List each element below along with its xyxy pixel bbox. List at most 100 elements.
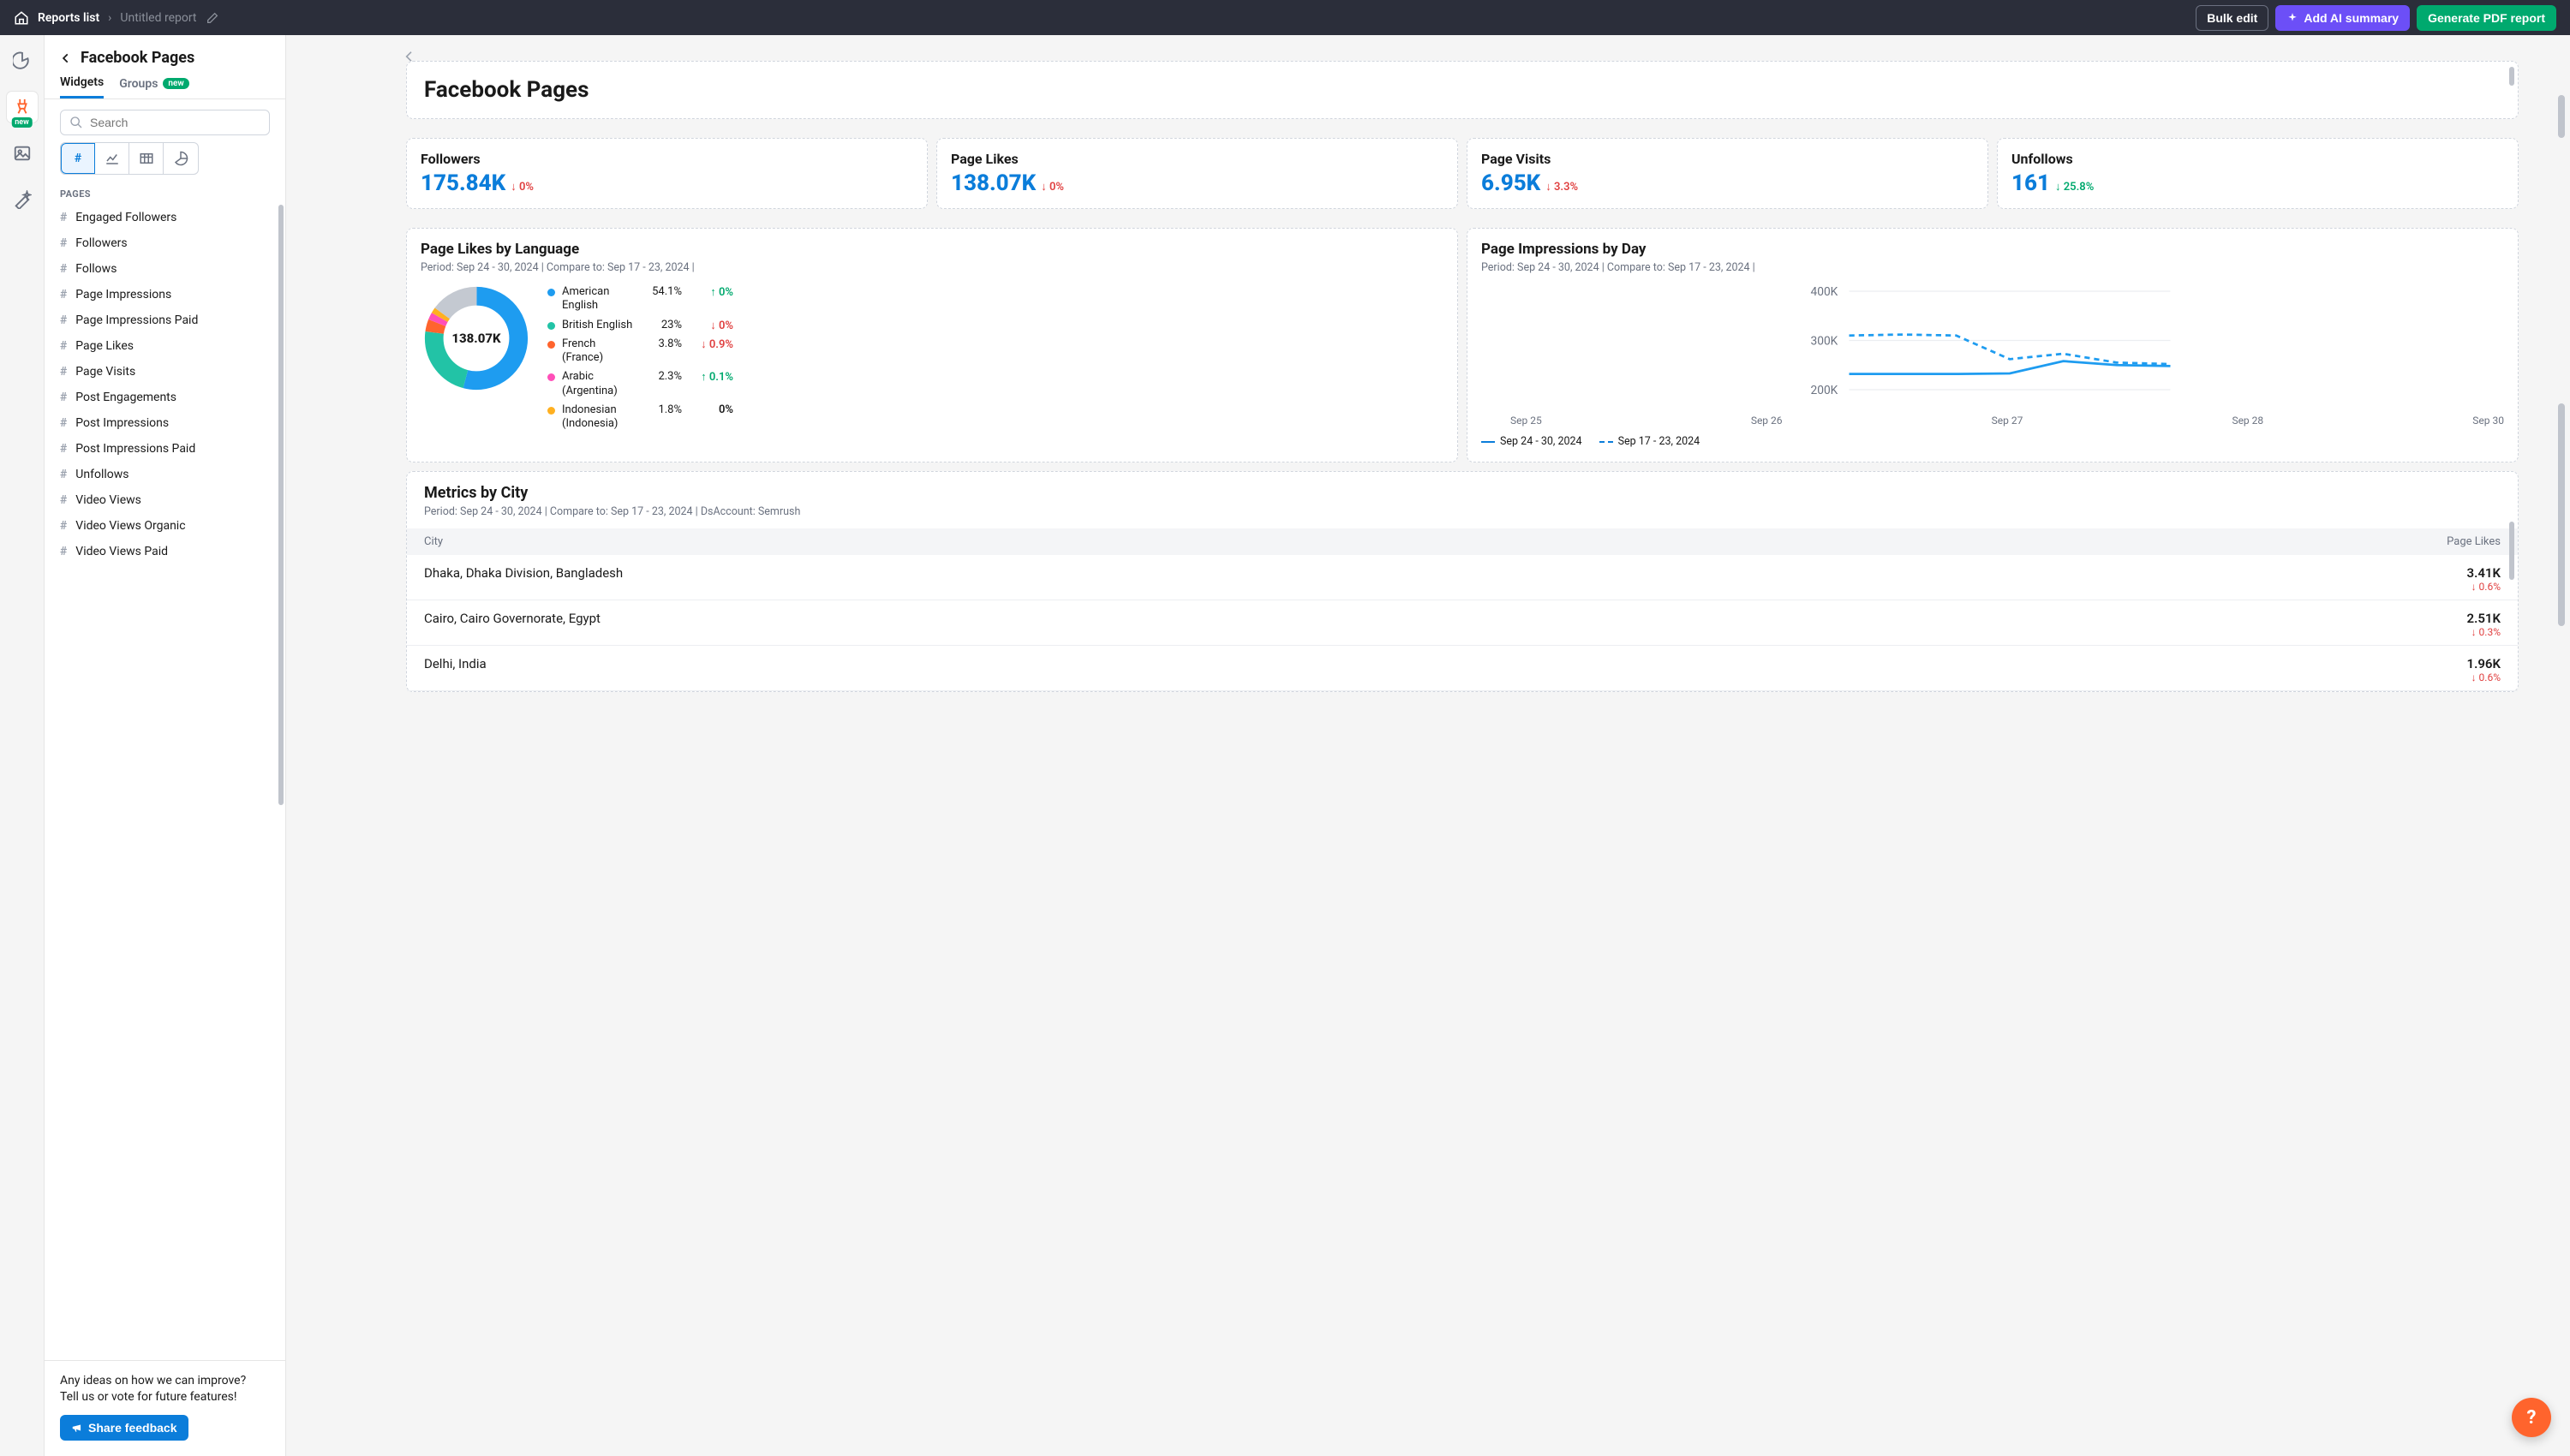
widget-label: Page Impressions Paid	[75, 313, 198, 327]
home-icon[interactable]	[14, 10, 29, 26]
canvas-scrollbar-top[interactable]	[2558, 95, 2565, 198]
widget-label: Video Views Organic	[75, 519, 185, 533]
kpi-delta: ↓ 0%	[1041, 181, 1064, 194]
cell-city: Dhaka, Dhaka Division, Bangladesh	[424, 565, 2398, 581]
hash-icon: #	[60, 339, 67, 353]
table-row[interactable]: Cairo, Cairo Governorate, Egypt2.51K↓ 0.…	[407, 600, 2518, 646]
title-card-scrollbar[interactable]	[2509, 67, 2514, 113]
line-card[interactable]: Page Impressions by Day Period: Sep 24 -…	[1467, 228, 2519, 462]
reports-list-link[interactable]: Reports list	[38, 11, 99, 25]
filter-number-icon[interactable]: #	[61, 143, 95, 174]
hash-icon: #	[60, 468, 67, 481]
widget-label: Followers	[75, 236, 127, 250]
add-ai-summary-button[interactable]: Add AI summary	[2275, 5, 2410, 31]
edit-icon[interactable]	[206, 11, 219, 25]
widget-item[interactable]: #Page Likes	[50, 333, 280, 359]
rail-images-icon[interactable]	[7, 138, 38, 169]
bulk-edit-button[interactable]: Bulk edit	[2196, 5, 2268, 31]
filter-line-chart-icon[interactable]	[95, 143, 129, 174]
legend-pct: 23%	[642, 319, 682, 331]
donut-card[interactable]: Page Likes by Language Period: Sep 24 - …	[406, 228, 1458, 462]
report-name[interactable]: Untitled report	[120, 11, 196, 25]
kpi-delta: ↓ 25.8%	[2055, 181, 2094, 194]
legend-name: British English	[562, 319, 636, 332]
line-title: Page Impressions by Day	[1481, 241, 2504, 258]
legend-delta: ↓ 0%	[689, 319, 733, 332]
legend-delta: 0%	[689, 403, 733, 416]
search-input-wrap[interactable]	[60, 110, 270, 135]
col-page-likes: Page Likes	[2398, 535, 2501, 548]
widget-item[interactable]: #Page Visits	[50, 359, 280, 385]
col-city: City	[424, 535, 2398, 548]
table-scrollbar[interactable]	[2509, 522, 2514, 684]
widget-item[interactable]: #Video Views Organic	[50, 513, 280, 539]
legend-name: Indonesian (Indonesia)	[562, 403, 636, 432]
kpi-card[interactable]: Unfollows161↓ 25.8%	[1997, 138, 2519, 209]
cell-delta: ↓ 0.6%	[2398, 581, 2501, 593]
ai-summary-label: Add AI summary	[2304, 11, 2399, 25]
share-feedback-label: Share feedback	[88, 1421, 177, 1435]
legend-pct: 3.8%	[642, 337, 682, 350]
kpi-card[interactable]: Followers175.84K↓ 0%	[406, 138, 928, 209]
tab-groups-label: Groups	[119, 77, 158, 91]
share-feedback-button[interactable]: Share feedback	[60, 1415, 188, 1441]
filter-pie-icon[interactable]	[164, 143, 198, 174]
table-title: Metrics by City	[407, 484, 2518, 505]
legend-row: American English 54.1% ↑ 0%	[547, 283, 1443, 316]
rail-magic-icon[interactable]	[7, 184, 38, 215]
legend-name: American English	[562, 285, 636, 313]
table-card[interactable]: Metrics by City Period: Sep 24 - 30, 202…	[406, 471, 2519, 692]
legend-pct: 1.8%	[642, 403, 682, 416]
widget-item[interactable]: #Video Views Paid	[50, 539, 280, 564]
tab-groups[interactable]: Groups new	[119, 75, 189, 98]
help-fab[interactable]: ?	[2512, 1398, 2551, 1437]
cell-city: Cairo, Cairo Governorate, Egypt	[424, 611, 2398, 626]
legend-row: British English 23% ↓ 0%	[547, 316, 1443, 335]
generate-pdf-button[interactable]: Generate PDF report	[2417, 5, 2556, 31]
cell-value: 1.96K	[2398, 656, 2501, 671]
hash-icon: #	[60, 391, 67, 404]
rail-integrations-icon[interactable]: new	[7, 92, 38, 122]
filter-table-icon[interactable]	[129, 143, 164, 174]
widget-item[interactable]: #Video Views	[50, 487, 280, 513]
legend-current: Sep 24 - 30, 2024	[1481, 435, 1582, 448]
kpi-card[interactable]: Page Visits6.95K↓ 3.3%	[1467, 138, 1988, 209]
back-chevron-icon[interactable]	[60, 52, 72, 64]
kpi-label: Page Likes	[951, 151, 1443, 167]
kpi-delta: ↓ 0%	[511, 181, 534, 194]
hash-icon: #	[60, 416, 67, 430]
legend-pct: 54.1%	[642, 285, 682, 298]
canvas-scrollbar-mid[interactable]	[2558, 403, 2565, 626]
search-input[interactable]	[90, 116, 260, 129]
kpi-delta: ↓ 3.3%	[1545, 181, 1578, 194]
topbar: Reports list › Untitled report Bulk edit…	[0, 0, 2570, 35]
widget-item[interactable]: # Post Engagements	[50, 385, 280, 410]
new-badge: new	[11, 117, 33, 128]
widget-label: Engaged Followers	[75, 211, 176, 224]
kpi-card[interactable]: Page Likes 138.07K ↓ 0%	[936, 138, 1458, 209]
kpi-value: 138.07K	[951, 170, 1036, 196]
widget-item[interactable]: #Unfollows	[50, 462, 280, 487]
donut-period: Period: Sep 24 - 30, 2024 | Compare to: …	[421, 261, 1443, 274]
widget-item[interactable]: #Page Impressions	[50, 282, 280, 307]
svg-text:300K: 300K	[1811, 335, 1838, 349]
cell-value: 3.41K	[2398, 565, 2501, 581]
widget-item[interactable]: #Engaged Followers	[50, 205, 280, 230]
legend-dot	[547, 341, 555, 349]
widget-label: Follows	[75, 262, 117, 276]
widget-item[interactable]: #Post Impressions Paid	[50, 436, 280, 462]
widget-item[interactable]: #Post Impressions	[50, 410, 280, 436]
table-row[interactable]: Dhaka, Dhaka Division, Bangladesh3.41K↓ …	[407, 555, 2518, 600]
sidebar-scrollbar[interactable]	[278, 205, 284, 1360]
widget-item[interactable]: #Followers	[50, 230, 280, 256]
table-row[interactable]: Delhi, India1.96K↓ 0.6%	[407, 646, 2518, 691]
page-title-card[interactable]: Facebook Pages	[406, 61, 2519, 119]
widget-label: Post Engagements	[75, 391, 176, 404]
rail-reports-icon[interactable]	[7, 45, 38, 76]
kpi-label: Followers	[421, 151, 913, 167]
widget-item[interactable]: #Follows	[50, 256, 280, 282]
widget-label: Post Impressions Paid	[75, 442, 195, 456]
tab-widgets[interactable]: Widgets	[60, 75, 104, 98]
widget-item[interactable]: #Page Impressions Paid	[50, 307, 280, 333]
legend-delta: ↑ 0%	[689, 285, 733, 299]
